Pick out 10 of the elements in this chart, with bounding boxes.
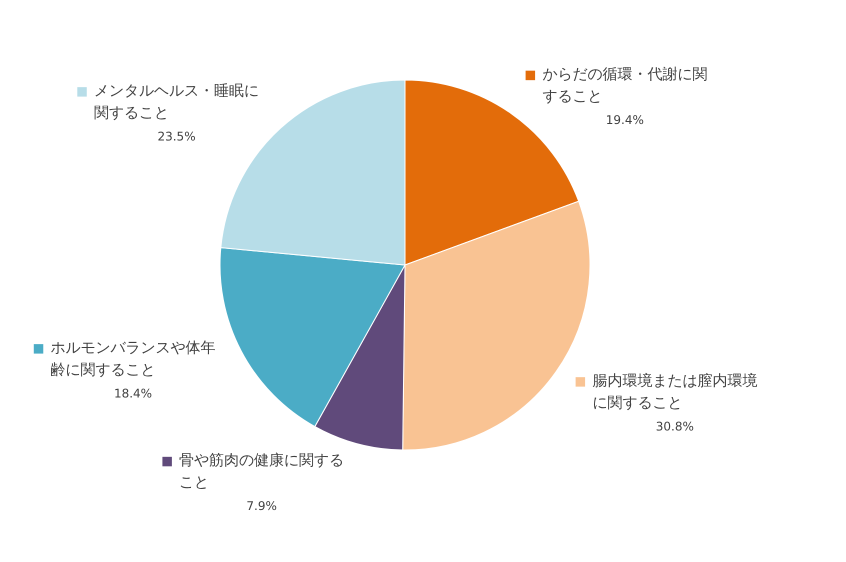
data-label: 18.4% xyxy=(114,386,152,400)
legend-label: からだの循環・代謝に関すること xyxy=(542,64,708,105)
legend-label: ホルモンバランスや体年齢に関すること xyxy=(50,338,216,378)
data-label: 23.5% xyxy=(157,129,196,144)
data-label: 30.8% xyxy=(656,419,694,434)
legend-label: 骨や筋肉の健康に関すること xyxy=(179,451,344,492)
data-label: 19.4% xyxy=(606,112,644,127)
legend-label: 腸内環境または膣内環境に関すること xyxy=(592,371,758,412)
legend-label: メンタルヘルス・睡眠に関すること xyxy=(94,81,260,122)
data-label: 7.9% xyxy=(246,499,277,514)
